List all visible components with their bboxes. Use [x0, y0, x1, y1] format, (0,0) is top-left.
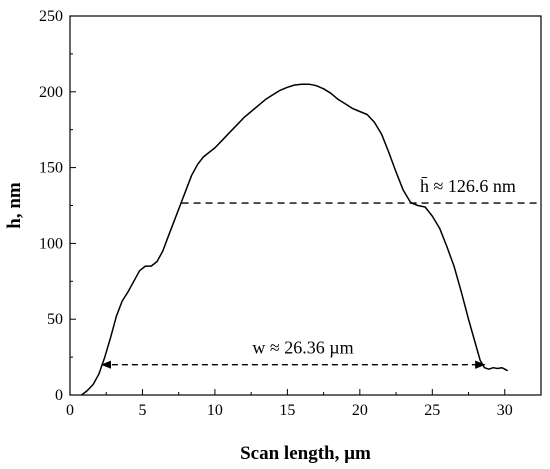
x-tick-label: 30: [497, 402, 513, 419]
mean-height-label: h̄ ≈ 126.6 nm: [420, 176, 516, 196]
series-layer: [81, 83, 509, 396]
x-tick-label: 25: [424, 402, 440, 419]
y-tick-label: 200: [39, 84, 63, 101]
y-tick-label: 0: [55, 387, 63, 404]
x-tick-label: 5: [138, 402, 146, 419]
x-tick-label: 0: [66, 402, 74, 419]
y-axis-label: h, nm: [4, 182, 25, 229]
series-line: [81, 83, 509, 396]
x-tick-label: 15: [279, 402, 295, 419]
annotations-layer: h̄ ≈ 126.6 nm w ≈ 26.36 µm: [100, 176, 539, 369]
y-tick-label: 150: [39, 160, 63, 177]
y-tick-label: 250: [39, 8, 63, 25]
y-tick-label: 50: [47, 311, 63, 328]
axis-ticks: 0 5 10 15 20 25 30 0 50 100 150 200 250: [39, 8, 513, 419]
x-axis-label: Scan length, µm: [240, 443, 371, 464]
x-tick-label: 20: [352, 402, 368, 419]
x-tick-label: 10: [207, 402, 223, 419]
width-label: w ≈ 26.36 µm: [252, 338, 353, 358]
y-tick-label: 100: [39, 235, 63, 252]
